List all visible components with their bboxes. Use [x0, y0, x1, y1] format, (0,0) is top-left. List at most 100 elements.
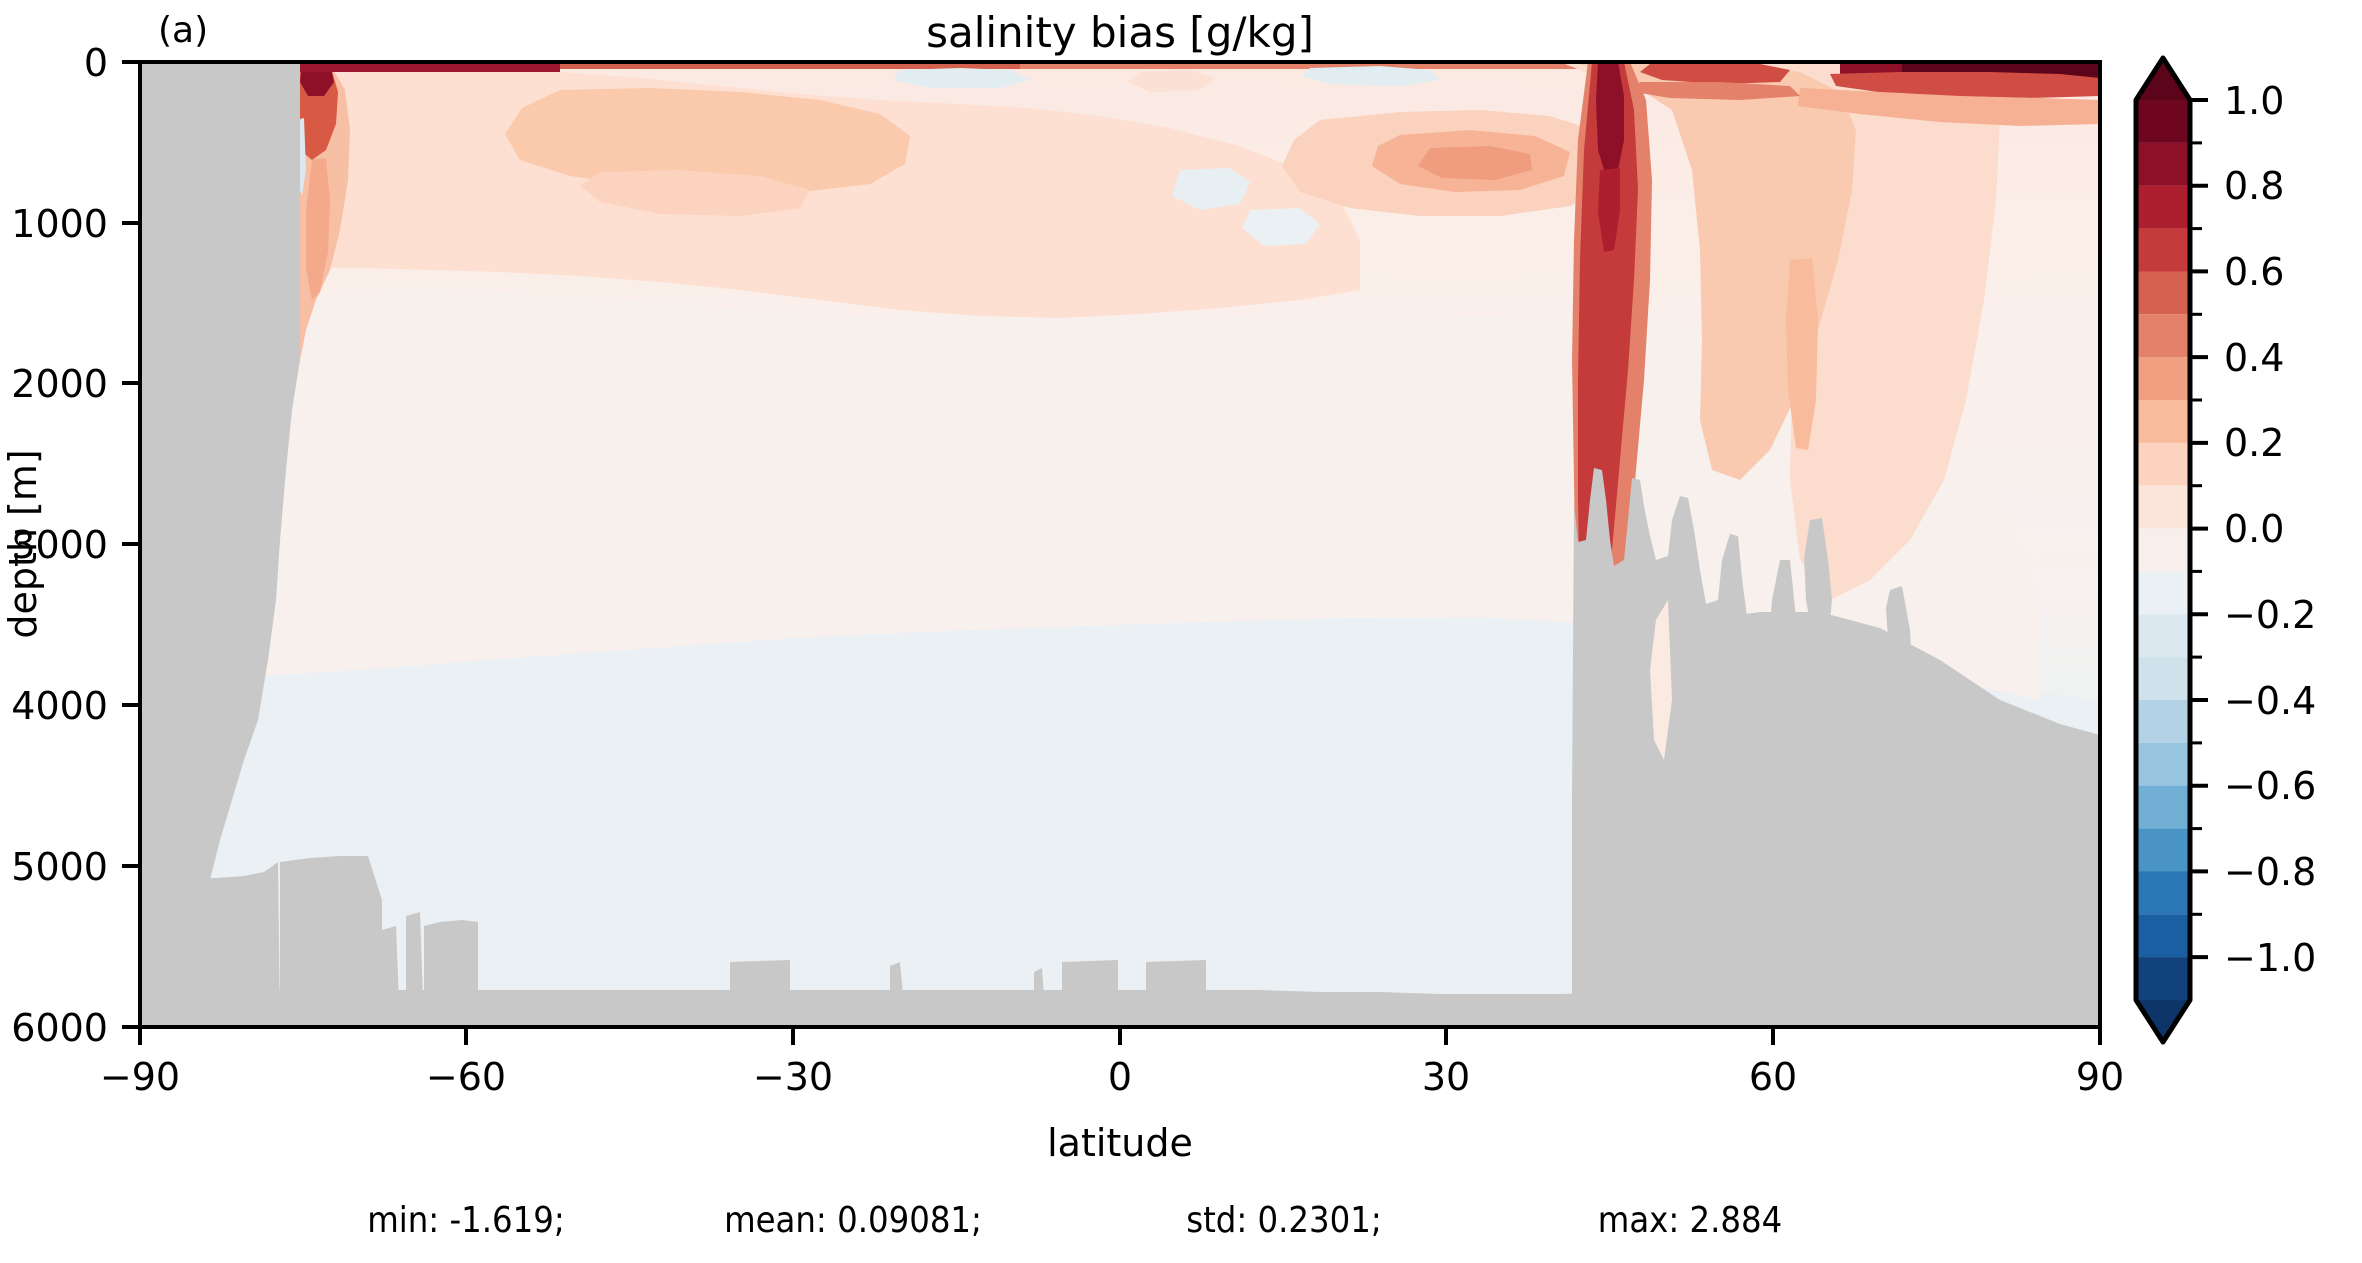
colorbar-band-19 [2136, 142, 2190, 186]
colorbar-band-3 [2136, 828, 2190, 872]
x-tick-label-5: 60 [1749, 1055, 1797, 1099]
panel-label: (a) [158, 10, 208, 51]
field-northern-subtropical-inner [1418, 146, 1532, 180]
colorbar-band-17 [2136, 228, 2190, 272]
colorbar-band-2 [2136, 871, 2190, 915]
bathymetry-block-3 [1062, 960, 1118, 1027]
field-north-atlantic-column-core2 [1598, 168, 1620, 252]
bathymetry-block-2 [730, 960, 790, 1027]
field-neutral-layer [140, 288, 2040, 700]
field-antarctic-streak [306, 158, 330, 300]
colorbar-band-0 [2136, 957, 2190, 1000]
colorbar-tick-label-7: −0.4 [2224, 679, 2316, 723]
bathymetry-slope-right [1660, 612, 2100, 1027]
field-north-atlantic-mid-positive [1572, 62, 1856, 480]
stats-mean: mean: 0.09081; [724, 1200, 982, 1241]
bathymetry-block-4 [1146, 960, 1206, 1027]
bathymetry-ridge-1 [176, 862, 280, 1027]
y-tick-label-4: 4000 [11, 684, 108, 728]
colorbar-band-15 [2136, 314, 2190, 358]
field-surface-skin-mid2 [1020, 62, 1580, 69]
x-axis-label: latitude [1047, 1121, 1193, 1165]
stats-footer: min: -1.619; mean: 0.09081; std: 0.2301;… [367, 1200, 1782, 1241]
field-southern-midpatch [580, 170, 810, 216]
colorbar-extend-over-arrow [2136, 58, 2190, 100]
y-tick-label-3: 3000 [11, 523, 108, 567]
colorbar-tick-label-0: 1.0 [2224, 79, 2284, 123]
colorbar-bands [2136, 100, 2190, 1000]
field-north-atlantic-broad-positive [1560, 62, 2000, 600]
colorbar-band-9 [2136, 571, 2190, 615]
field-surface-skin-left [300, 62, 560, 72]
field-arctic-surface-darkband2 [1840, 62, 1902, 74]
x-axis: −90 −60 −30 0 30 60 90 latitude [100, 1027, 2124, 1165]
colorbar-major-ticks [2190, 98, 2208, 960]
field-surface-red-blobs [1640, 62, 1790, 84]
colorbar-tick-label-5: 0.0 [2224, 507, 2284, 551]
colorbar-band-11 [2136, 485, 2190, 529]
colorbar-tick-label-1: 0.8 [2224, 164, 2284, 208]
colorbar-band-6 [2136, 700, 2190, 743]
chart-title: salinity bias [g/kg] [926, 8, 1314, 57]
bathymetry-mask-left [140, 62, 300, 1027]
colorbar-outline [2133, 55, 2193, 1045]
bathymetry-spike-3 [890, 962, 906, 1027]
y-tick-label-5: 5000 [11, 845, 108, 889]
field-surface-skin-mid [560, 62, 1020, 69]
colorbar-minor-ticks [2190, 141, 2202, 916]
x-tick-label-2: −30 [753, 1055, 833, 1099]
colorbar-band-7 [2136, 657, 2190, 700]
colorbar-tick-label-6: −0.2 [2224, 593, 2316, 637]
y-tick-label-1: 1000 [11, 202, 108, 246]
y-tick-label-6: 6000 [11, 1006, 108, 1050]
bathymetry-ridge-2 [280, 856, 382, 1027]
colorbar-tick-label-8: −0.6 [2224, 764, 2316, 808]
x-tick-label-3: 0 [1108, 1055, 1132, 1099]
colorbar-band-12 [2136, 442, 2190, 486]
stats-min: min: -1.619; [367, 1200, 565, 1241]
x-tick-label-0: −90 [100, 1055, 180, 1099]
field-equatorial-blue-wisp-2 [1302, 66, 1440, 86]
x-tick-label-6: 90 [2076, 1055, 2124, 1099]
field-right-edge-strip [1650, 600, 1672, 760]
field-arctic-surface-redhalo [1830, 72, 2100, 98]
field-tropical-blue-speck [1172, 168, 1250, 210]
y-axis: 0 1000 2000 3000 4000 5000 6000 depth [m… [1, 41, 140, 1050]
field-southern-subtropical-core [505, 88, 910, 192]
plot-area [138, 60, 2102, 1029]
colorbar: 1.0 0.8 0.6 0.4 0.2 0.0 −0.2 −0.4 −0.6 −… [2133, 55, 2316, 1045]
bathymetry-spike-4 [1034, 968, 1046, 1027]
y-axis-label: depth [m] [1, 449, 45, 638]
y-major-ticks [122, 60, 140, 1029]
stats-std: std: 0.2301; [1186, 1200, 1382, 1241]
field-equatorial-blue-wisp-1 [893, 68, 1030, 88]
colorbar-band-5 [2136, 742, 2190, 786]
y-tick-label-0: 0 [84, 41, 108, 85]
field-surface-red-blobs2 [1634, 82, 1800, 100]
field-north-atlantic-column-core [1596, 62, 1624, 176]
y-tick-label-2: 2000 [11, 362, 108, 406]
bathymetry-spike-1 [382, 926, 400, 1027]
colorbar-band-16 [2136, 271, 2190, 315]
colorbar-tick-label-2: 0.6 [2224, 250, 2284, 294]
colorbar-band-10 [2136, 528, 2190, 572]
stats-max: max: 2.884 [1598, 1200, 1782, 1241]
field-secondary-column [1786, 258, 1818, 450]
field-arctic-surface-orangehalo [1798, 88, 2100, 126]
x-tick-label-1: −60 [426, 1055, 506, 1099]
colorbar-tick-label-9: −0.8 [2224, 850, 2316, 894]
colorbar-band-18 [2136, 185, 2190, 229]
colorbar-band-13 [2136, 400, 2190, 443]
colorbar-band-4 [2136, 785, 2190, 829]
colorbar-band-1 [2136, 914, 2190, 958]
colorbar-tick-label-4: 0.2 [2224, 421, 2284, 465]
colorbar-tick-label-10: −1.0 [2224, 936, 2316, 980]
colorbar-extend-under-arrow [2136, 1000, 2190, 1042]
bathymetry-block-1 [424, 920, 478, 1027]
colorbar-band-8 [2136, 614, 2190, 658]
field-tropical-blue-speck2 [1242, 208, 1320, 246]
field-equatorial-pink-blob [1128, 70, 1215, 92]
x-tick-label-4: 30 [1422, 1055, 1470, 1099]
bathymetry-spike-2 [406, 912, 424, 1027]
